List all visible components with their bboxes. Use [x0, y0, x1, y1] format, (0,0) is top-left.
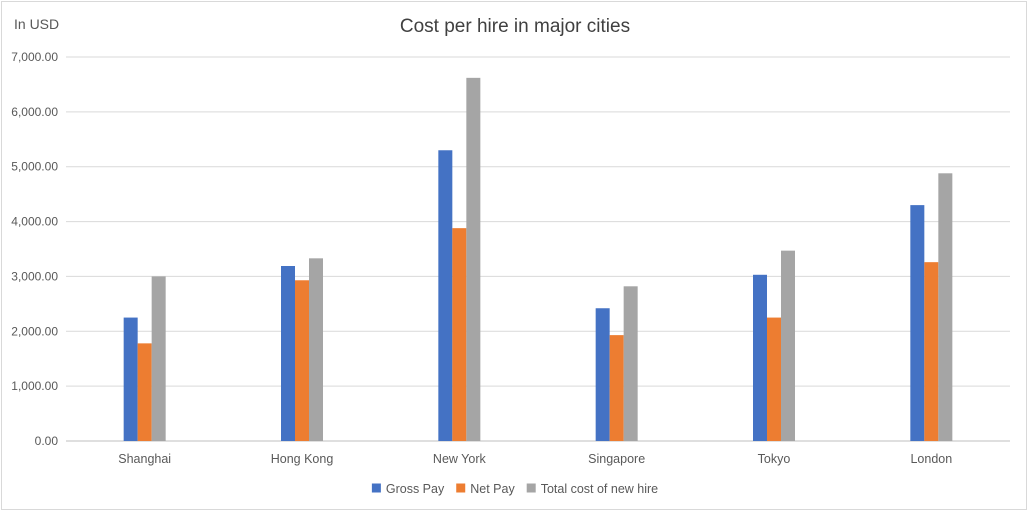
bar-gross-pay: [595, 308, 610, 441]
y-tick-label: 4,000.00: [11, 215, 58, 229]
y-axis-ticks: 0.00 1,000.00 2,000.00 3,000.00 4,000.00 5,00…: [11, 50, 58, 448]
bar-net-pay: [452, 228, 467, 441]
bar-total-cost-of-new-hire: [938, 173, 953, 441]
bar-net-pay: [767, 317, 781, 441]
bar-net-pay: [137, 343, 152, 441]
legend-label: Total cost of new hire: [541, 482, 658, 496]
bar-gross-pay: [753, 274, 767, 441]
legend-swatch: [456, 483, 466, 493]
x-category-label: Hong Kong: [271, 452, 334, 466]
y-tick-label: 7,000.00: [11, 50, 58, 64]
x-category-label: Tokyo: [758, 452, 791, 466]
y-tick-label: 3,000.00: [11, 269, 58, 283]
y-tick-label: 1,000.00: [11, 379, 58, 393]
y-tick-label: 5,000.00: [11, 160, 58, 174]
bar-gross-pay: [123, 317, 138, 441]
bar-net-pay: [295, 280, 309, 441]
gridlines: [66, 56, 1010, 442]
legend-swatch: [526, 483, 536, 493]
bar-net-pay: [609, 335, 624, 441]
bar-gross-pay: [910, 205, 925, 441]
bar-net-pay: [924, 262, 939, 441]
legend-swatch: [371, 483, 381, 493]
bar-total-cost-of-new-hire: [466, 77, 481, 442]
legend: Gross Pay Net Pay Total cost of new hire: [371, 482, 658, 496]
bar-gross-pay: [281, 266, 295, 441]
y-tick-label: 0.00: [35, 434, 59, 448]
bar-total-cost-of-new-hire: [623, 286, 638, 441]
y-axis-unit-label: In USD: [14, 16, 60, 32]
y-tick-label: 6,000.00: [11, 105, 58, 119]
x-category-label: Shanghai: [118, 452, 171, 466]
legend-label: Gross Pay: [386, 482, 445, 496]
bar-total-cost-of-new-hire: [151, 276, 166, 441]
bars: [123, 77, 953, 442]
bar-gross-pay: [438, 150, 453, 441]
y-tick-label: 2,000.00: [11, 324, 58, 338]
bar-total-cost-of-new-hire: [781, 250, 795, 441]
bar-total-cost-of-new-hire: [309, 258, 323, 441]
chart-title: Cost per hire in major cities: [399, 16, 631, 37]
legend-label: Net Pay: [470, 482, 515, 496]
x-axis-categories: Shanghai Hong Kong New York Singapore Tokyo L…: [118, 452, 952, 466]
x-category-label: Singapore: [588, 452, 645, 466]
x-category-label: New York: [433, 452, 487, 466]
x-category-label: London: [910, 452, 952, 466]
